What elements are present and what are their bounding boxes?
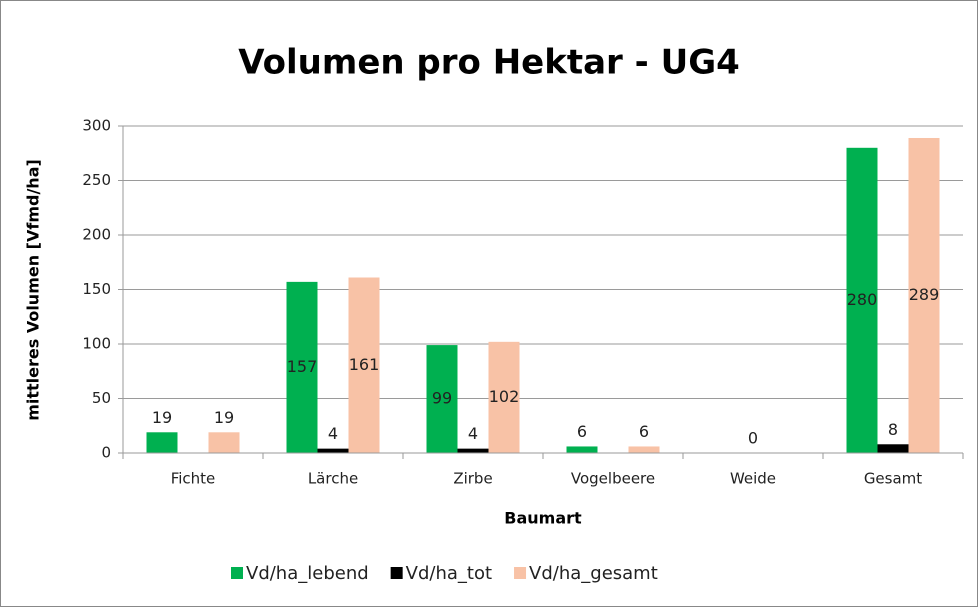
bar <box>846 147 878 454</box>
bar <box>877 444 909 453</box>
x-tick-label: Lärche <box>308 470 358 488</box>
data-label: 6 <box>639 422 649 441</box>
x-tick-label: Gesamt <box>864 470 922 488</box>
data-label: 8 <box>888 420 898 439</box>
data-label: 4 <box>468 424 478 443</box>
data-label: 0 <box>748 429 758 448</box>
y-tick-label: 200 <box>82 226 111 244</box>
y-tick-label: 250 <box>82 171 111 189</box>
data-label: 102 <box>489 387 520 406</box>
y-tick-label: 150 <box>82 280 111 298</box>
y-tick-label: 300 <box>82 117 111 135</box>
data-label: 289 <box>909 285 940 304</box>
y-tick-label: 50 <box>92 389 111 407</box>
x-tick-label: Zirbe <box>453 470 492 488</box>
legend-swatch <box>231 567 243 579</box>
bar <box>908 137 940 454</box>
bar <box>488 341 520 453</box>
data-label: 157 <box>287 357 318 376</box>
bar <box>426 345 458 453</box>
bar <box>286 281 318 453</box>
legend-swatch <box>514 567 527 579</box>
chart-title: Volumen pro Hektar - UG4 <box>238 43 740 83</box>
legend-swatch <box>390 567 403 579</box>
bar <box>628 446 660 453</box>
bar <box>566 446 598 453</box>
bar <box>457 448 489 453</box>
data-label: 6 <box>577 422 587 441</box>
data-label: 280 <box>847 290 878 309</box>
data-label: 4 <box>328 424 338 443</box>
x-tick-label: Vogelbeere <box>571 470 655 488</box>
y-tick-label: 100 <box>82 335 111 353</box>
bar <box>208 432 240 453</box>
legend-label: Vd/ha_tot <box>406 563 492 584</box>
data-label: 19 <box>214 408 234 427</box>
x-axis-title: Baumart <box>504 509 582 528</box>
legend-label: Vd/ha_gesamt <box>529 563 658 584</box>
x-tick-label: Weide <box>730 470 776 488</box>
bar <box>348 277 380 453</box>
data-label: 161 <box>349 355 380 374</box>
bar <box>146 432 178 453</box>
x-tick-label: Fichte <box>171 470 216 488</box>
data-label: 19 <box>152 408 172 427</box>
bar <box>317 448 349 453</box>
data-label: 99 <box>432 389 452 408</box>
legend-label: Vd/ha_lebend <box>246 563 369 584</box>
y-tick-label: 0 <box>101 444 111 462</box>
y-axis-title: mittleres Volumen [Vfmd/ha] <box>24 159 43 421</box>
